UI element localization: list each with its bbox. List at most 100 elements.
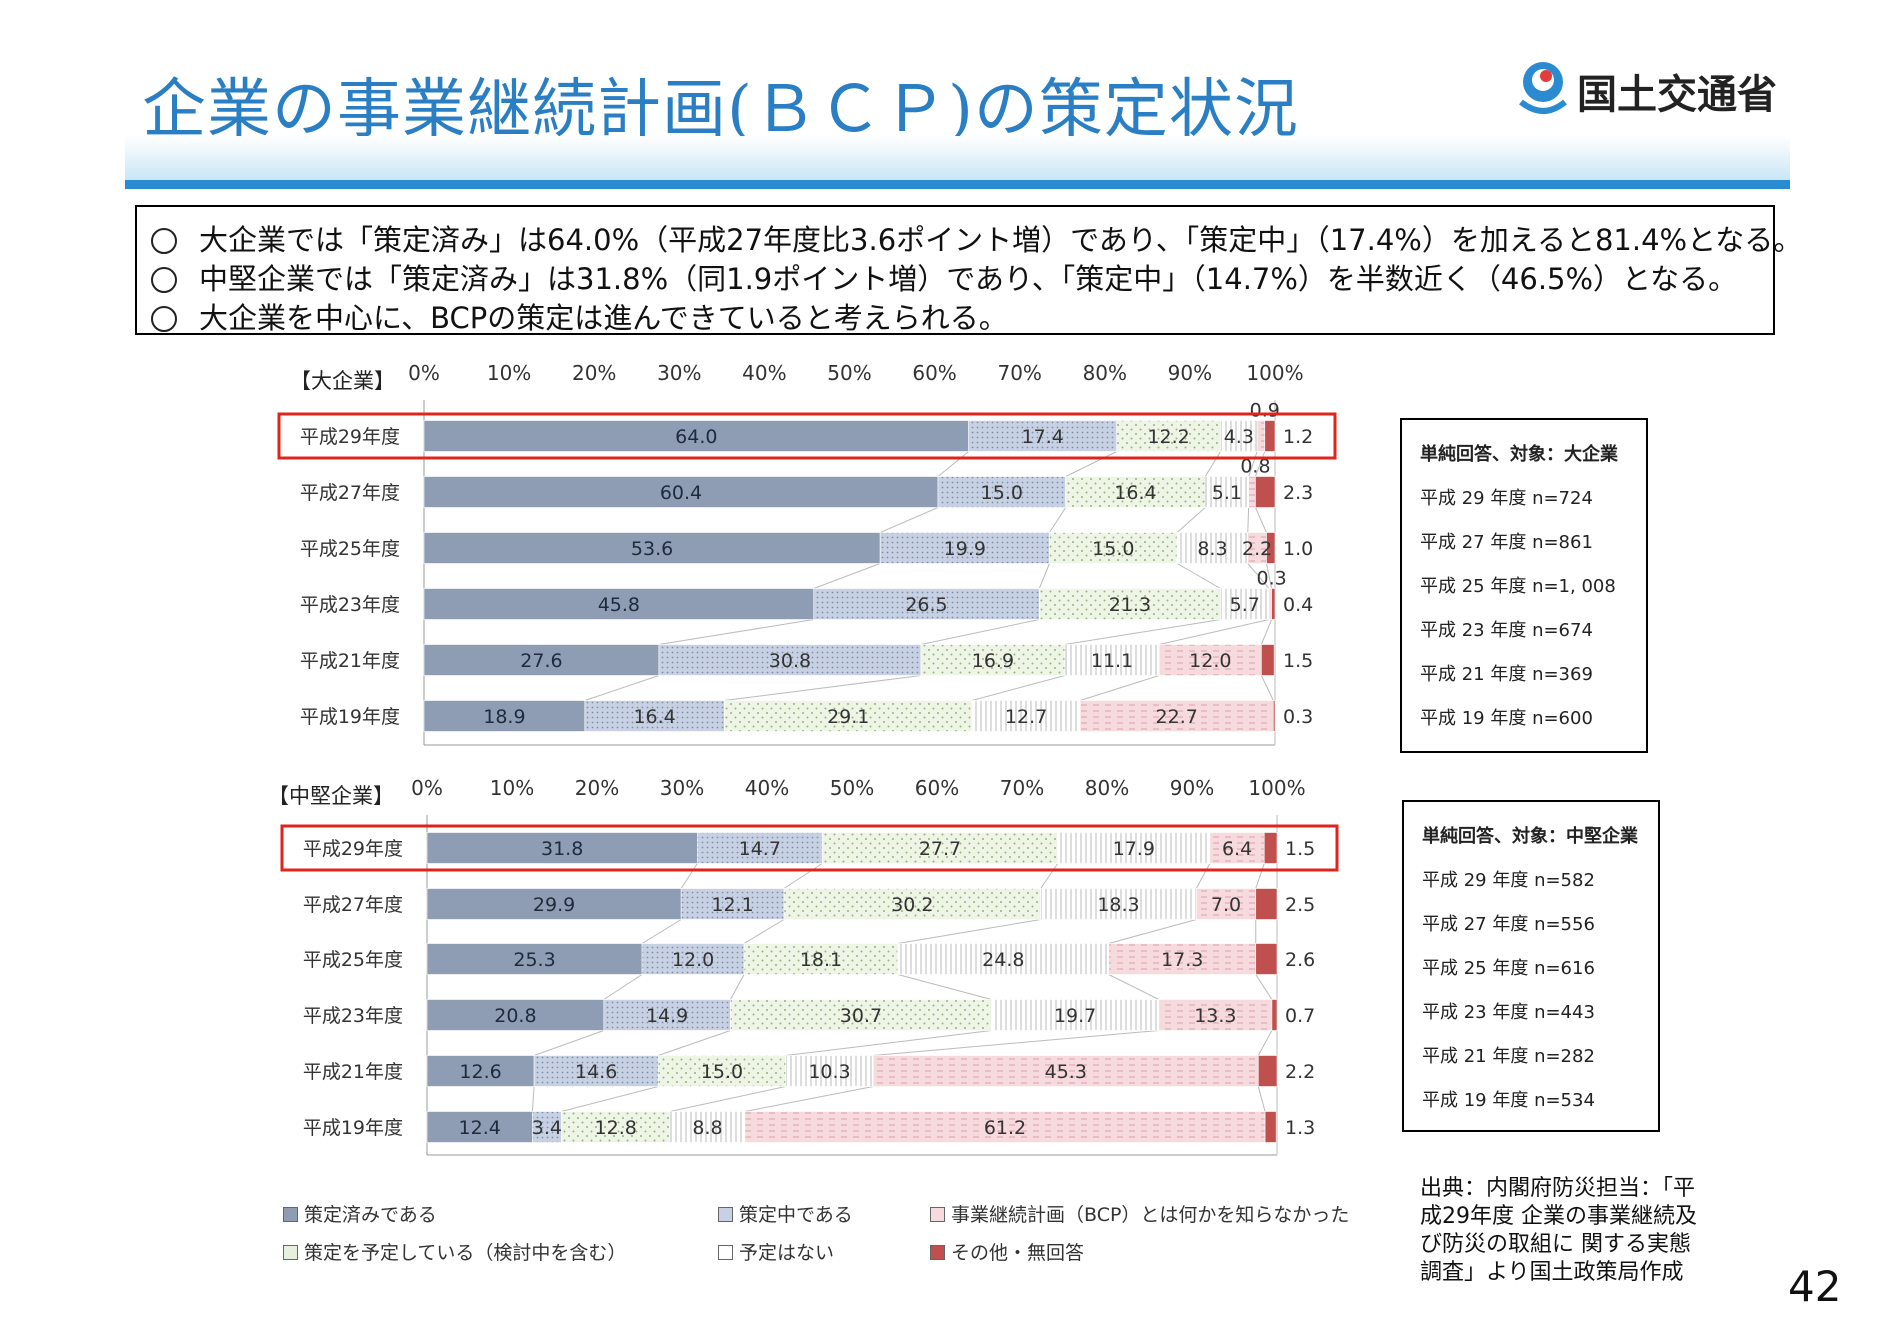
bar-segment: [1108, 943, 1257, 975]
title-band: [125, 136, 1790, 180]
bar-value-label: 31.8: [541, 838, 583, 860]
source-note: 出典：内閣府防災担当：「平成29年度 企業の事業継続及び防災の取組に 関する実態…: [1420, 1176, 1697, 1285]
bar-segment: [1255, 476, 1276, 508]
category-label: 平成23年度: [300, 594, 400, 616]
series-connector-line: [730, 974, 745, 1000]
bar-value-label: 17.3: [1161, 949, 1203, 971]
series-connector-line: [897, 919, 1041, 944]
bar-segment: [730, 999, 992, 1031]
legend-label: 策定中である: [739, 1204, 853, 1226]
bar-value-label: 14.7: [739, 838, 781, 860]
x-tick-label: 0%: [408, 361, 440, 385]
series-connector-line: [783, 863, 823, 889]
bar-segment: [423, 476, 939, 508]
x-tick-label: 100%: [1246, 361, 1303, 385]
bar-value-label: 30.2: [891, 894, 933, 916]
category-label: 平成19年度: [300, 706, 400, 728]
sample-line: 平成 29 年度 n=724: [1420, 488, 1593, 509]
bar-segment: [1271, 588, 1276, 620]
legend-swatch: [283, 1207, 298, 1222]
bar-value-label: 1.0: [1283, 538, 1313, 560]
x-tick-label: 100%: [1248, 776, 1305, 800]
legend-swatch: [930, 1207, 945, 1222]
series-connector-line: [1247, 563, 1270, 589]
bar-value-label: 12.0: [1189, 650, 1231, 672]
bar-value-label: 14.9: [646, 1005, 688, 1027]
series-connector-line: [1254, 507, 1267, 533]
bar-segment: [603, 999, 731, 1031]
series-connector-line: [1064, 619, 1221, 645]
series-connector-line: [561, 1086, 659, 1112]
bar-value-label: 14.6: [575, 1061, 617, 1083]
legend-item: その他・無回答: [930, 1238, 1084, 1265]
bar-value-label: 12.8: [595, 1117, 637, 1139]
category-label: 平成27年度: [300, 482, 400, 504]
bar-segment: [696, 832, 823, 864]
summary-text: 大企業を中心に、BCPの策定は進んできていると考えられる。: [199, 301, 1008, 335]
bar-value-label: 29.1: [827, 706, 869, 728]
midsize-enterprise-chart: 【中堅企業】 0% 10% 20% 30% 40% 50% 60% 70% 80% 90% 100% 平…: [268, 776, 1339, 1156]
bar-segment: [937, 476, 1066, 508]
series-connector-line: [641, 919, 682, 944]
legend-item: 策定を予定している（検討中を含む）: [283, 1238, 626, 1265]
category-label: 平成23年度: [303, 1005, 403, 1027]
series-connector-line: [1049, 507, 1067, 533]
bar-segment: [1209, 832, 1265, 864]
bar-segment: [669, 1111, 746, 1143]
bar-value-label: 19.7: [1054, 1005, 1096, 1027]
x-tick-label: 90%: [1168, 361, 1212, 385]
bar-value-label: 61.2: [984, 1117, 1026, 1139]
series-connector-line: [1255, 863, 1265, 889]
circle-bullet-icon: [151, 267, 177, 293]
bar-segment: [1264, 1111, 1277, 1143]
bar-segment: [813, 588, 1040, 620]
bar-value-label: 18.9: [483, 706, 525, 728]
bar-value-label: 15.0: [981, 482, 1023, 504]
sample-line: 平成 19 年度 n=534: [1422, 1090, 1595, 1111]
bar-segment: [785, 1055, 874, 1087]
bar-segment: [426, 1055, 535, 1087]
x-tick-label: 70%: [997, 361, 1041, 385]
bar-value-label: 5.7: [1230, 594, 1260, 616]
bar-value-label: 11.1: [1091, 650, 1133, 672]
series-connector-line: [1108, 919, 1197, 944]
series-connector-line: [1266, 563, 1273, 589]
series-connector-line: [1065, 451, 1117, 477]
bar-segment: [1158, 644, 1262, 676]
sample-line: 平成 21 年度 n=282: [1422, 1046, 1595, 1067]
series-connector-line: [1260, 675, 1274, 701]
series-connector-line: [1176, 563, 1221, 589]
bar-value-label: 27.6: [520, 650, 562, 672]
series-connector-line: [744, 1086, 874, 1112]
series-connector-line: [584, 675, 660, 701]
legend-item: 策定中である: [718, 1200, 853, 1227]
series-connector-line: [603, 974, 643, 1000]
chart-title: 【大企業】: [290, 369, 395, 393]
bar-segment: [724, 700, 973, 732]
category-label: 平成21年度: [300, 650, 400, 672]
page-number: 42: [1788, 1262, 1842, 1311]
series-connector-line: [1176, 507, 1206, 533]
series-connector-line: [937, 451, 969, 477]
ministry-logo: 国土交通省: [1515, 58, 1785, 118]
bar-value-label: 0.7: [1285, 1005, 1315, 1027]
summary-line: 中堅企業では「策定済み」は31.8%（同1.9ポイント増）であり、「策定中」（1…: [151, 256, 1737, 298]
x-tick-label: 50%: [827, 361, 871, 385]
bar-value-label: 16.9: [972, 650, 1014, 672]
large-enterprise-chart: 【大企業】 0% 10% 20% 30% 40% 50% 60% 70% 80% 90% 100% 平成…: [277, 361, 1337, 746]
bar-value-label: 45.8: [598, 594, 640, 616]
legend-label: 事業継続計画（BCP）とは何かを知らなかった: [951, 1204, 1350, 1226]
sample-box-title: 単純回答、対象：中堅企業: [1422, 826, 1638, 847]
bar-segment: [533, 1055, 659, 1087]
series-connector-line: [1079, 675, 1160, 701]
bar-segment: [1255, 888, 1278, 920]
bar-value-label: 30.8: [769, 650, 811, 672]
bar-segment: [680, 888, 785, 920]
bar-value-label: 6.4: [1222, 838, 1252, 860]
bar-segment: [1256, 420, 1266, 452]
sample-size-box-midsize: 単純回答、対象：中堅企業 平成 29 年度 n=582 平成 27 年度 n=5…: [1402, 800, 1660, 1132]
bar-segment: [783, 888, 1042, 920]
bar-value-label: 17.9: [1113, 838, 1155, 860]
x-tick-label: 90%: [1170, 776, 1214, 800]
